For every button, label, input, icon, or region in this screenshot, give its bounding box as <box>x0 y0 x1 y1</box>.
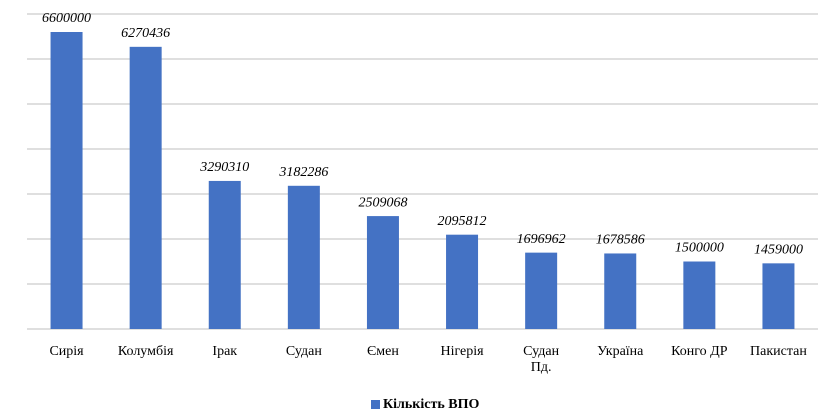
bar <box>762 263 795 329</box>
x-tick-label: Судан <box>286 344 322 359</box>
x-tick-label: Ємен <box>367 344 399 359</box>
data-label: 3290310 <box>199 160 249 175</box>
bar <box>208 180 241 329</box>
bar <box>604 253 637 329</box>
x-tick-label: Пакистан <box>750 344 807 359</box>
data-label: 2095812 <box>438 214 487 229</box>
data-label: 2509068 <box>358 195 407 210</box>
x-tick-label: Сирія <box>49 344 84 359</box>
data-label: 1500000 <box>675 241 724 256</box>
x-tick-label: Колумбія <box>118 344 174 359</box>
bar <box>525 252 558 329</box>
x-tick-label: Ірак <box>212 344 237 359</box>
data-label: 6600000 <box>42 11 91 26</box>
bar <box>446 234 479 329</box>
x-tick-label: Судан Пд. <box>523 344 559 375</box>
data-label: 6270436 <box>121 26 170 41</box>
legend-label: Кількість ВПО <box>383 397 479 412</box>
bar <box>366 216 399 329</box>
x-tick-label: Україна <box>597 344 644 359</box>
bar <box>287 185 320 329</box>
bar <box>683 261 716 329</box>
bar <box>129 46 162 329</box>
x-tick-label: Конго ДР <box>671 344 728 359</box>
bar <box>50 32 83 329</box>
data-label: 1678586 <box>596 233 645 248</box>
data-label: 3182286 <box>278 165 328 180</box>
data-label: 1696962 <box>517 232 566 247</box>
x-tick-label: Нігерія <box>440 344 484 359</box>
data-label: 1459000 <box>754 243 803 258</box>
legend-swatch <box>371 400 380 409</box>
